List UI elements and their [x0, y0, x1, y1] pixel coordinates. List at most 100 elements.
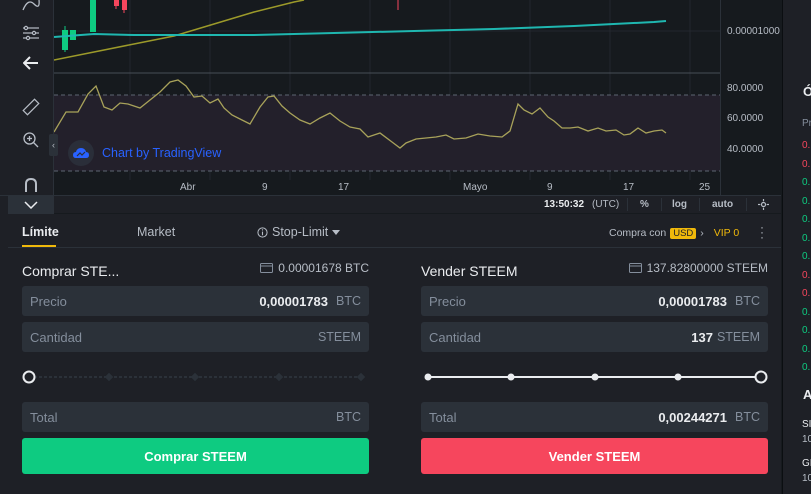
buy-amount-slider[interactable]	[22, 368, 369, 386]
sell-slider-handle	[754, 370, 768, 384]
rsi-tick-60: 60.0000	[727, 113, 764, 124]
currency-badge: USD	[670, 227, 697, 239]
buy-with-label: Compra con	[609, 227, 667, 239]
magnet-icon[interactable]	[20, 174, 42, 196]
caret-down-icon	[332, 229, 341, 235]
order-book-row[interactable]: 0.	[802, 214, 811, 225]
sell-panel: Vender STEEM 137.82800000 STEEM Precio 0…	[421, 248, 768, 494]
order-book-row[interactable]: 0.	[802, 140, 811, 151]
buy-slider-handle	[22, 370, 36, 384]
price-label-main: 0.00001000	[727, 26, 780, 37]
order-book-panel: Ó Pr 0.0.0.0.0.0.0.0.0.0.0.0.0. A SI 10 …	[782, 0, 811, 494]
order-book-row[interactable]: 0.	[802, 177, 811, 188]
tab-market[interactable]: Market	[137, 225, 176, 239]
price-chart[interactable]	[54, 0, 720, 180]
chart-timezone[interactable]: (UTC)	[592, 199, 620, 210]
buy-price-unit: BTC	[336, 294, 361, 308]
chart-settings-icon[interactable]	[758, 199, 769, 213]
buy-button[interactable]: Comprar STEEM	[22, 438, 369, 474]
buy-quantity-unit: STEEM	[317, 330, 361, 344]
tab-stop-limit-label: Stop-Limit	[272, 225, 329, 239]
chart-collapse-button[interactable]	[8, 196, 54, 214]
trade-row: 10	[802, 434, 811, 445]
active-tab-indicator	[22, 245, 56, 247]
more-options-icon[interactable]: · · ·	[760, 220, 764, 244]
sell-balance-value: 137.82800000 STEEM	[646, 261, 768, 275]
order-book-row[interactable]: 0.	[802, 251, 811, 262]
time-label: 9	[262, 182, 268, 193]
arrow-left-icon[interactable]	[20, 52, 42, 74]
ma-line	[54, 0, 305, 61]
sell-balance: 137.82800000 STEEM	[628, 261, 768, 275]
left-edge-strip	[0, 0, 8, 494]
trade-row: SI	[802, 419, 811, 430]
sell-price-field[interactable]: Precio 0,00001783 BTC	[421, 286, 768, 316]
sell-title: Vender STEEM	[421, 263, 518, 279]
chart-area[interactable]: Chart by TradingView 0.00001000 80.0000 …	[0, 0, 781, 213]
time-label: 17	[623, 182, 635, 193]
order-book-row[interactable]: 0.	[802, 195, 811, 207]
rsi-line	[54, 79, 667, 149]
order-book-row[interactable]: 0.	[802, 269, 811, 281]
sell-price-label: Precio	[429, 294, 466, 309]
time-label: Mayo	[463, 182, 488, 193]
buy-total-field[interactable]: Total BTC	[22, 402, 369, 432]
rsi-tick-40: 40.0000	[727, 144, 764, 155]
vip-level[interactable]: VIP 0	[713, 227, 740, 239]
buy-title: Comprar STE...	[22, 263, 120, 279]
fib-tool-icon[interactable]	[20, 22, 42, 44]
curve-tool-icon[interactable]	[20, 0, 42, 16]
tradingview-watermark[interactable]: Chart by TradingView	[68, 140, 221, 166]
tradingview-cloud-icon	[68, 140, 94, 166]
chevron-right-icon: ›	[700, 227, 704, 239]
price-line	[54, 20, 667, 38]
sell-price-value[interactable]: 0,00001783	[658, 294, 727, 309]
order-book-header: Pr	[802, 118, 811, 129]
order-book-row[interactable]: 0.	[802, 306, 811, 318]
ruler-icon[interactable]	[20, 96, 42, 118]
buy-quantity-field[interactable]: Cantidad STEEM	[22, 322, 369, 352]
info-icon[interactable]	[257, 226, 268, 238]
order-book-row[interactable]: 0.	[802, 343, 811, 355]
chart-clock: 13:50:32	[544, 199, 585, 210]
buy-panel: Comprar STE... 0.00001678 BTC Precio 0,0…	[22, 248, 369, 494]
price-axis[interactable]: 0.00001000 80.0000 60.0000 40.0000	[720, 0, 781, 195]
trades-title: A	[803, 387, 811, 402]
buy-price-value[interactable]: 0,00001783	[259, 294, 328, 309]
tab-stop-limit[interactable]: Stop-Limit	[257, 225, 341, 239]
zoom-in-icon[interactable]	[20, 129, 42, 151]
order-book-row[interactable]: 0.	[802, 288, 811, 299]
order-form: Límite Market Stop-Limit Compra con USD …	[8, 214, 781, 494]
rsi-band	[54, 95, 720, 171]
order-book-row[interactable]: 0.	[802, 158, 811, 170]
sell-total-value[interactable]: 0,00244271	[658, 410, 727, 425]
toolbar-collapse-tab[interactable]: ‹	[49, 134, 58, 156]
chevron-down-icon	[24, 201, 38, 209]
buy-quantity-label: Cantidad	[30, 330, 83, 345]
buy-with-selector[interactable]: Compra con USD › VIP 0	[609, 227, 739, 239]
time-label: Abr	[180, 182, 196, 193]
buy-price-field[interactable]: Precio 0,00001783 BTC	[22, 286, 369, 316]
sell-quantity-unit: STEEM	[716, 330, 760, 344]
tradingview-text: Chart by TradingView	[102, 146, 222, 160]
auto-scale-toggle[interactable]: auto	[712, 199, 734, 210]
time-label: 17	[338, 182, 350, 193]
order-book-row[interactable]: 0.	[802, 232, 811, 244]
order-book-row[interactable]: 0.	[802, 362, 811, 373]
sell-total-unit: BTC	[735, 410, 760, 424]
log-scale-toggle[interactable]: log	[672, 199, 687, 210]
wallet-icon	[628, 263, 642, 273]
order-book-row[interactable]: 0.	[802, 325, 811, 336]
sell-amount-slider[interactable]	[421, 368, 768, 386]
sell-quantity-value[interactable]: 137	[691, 330, 713, 345]
sell-total-field[interactable]: Total 0,00244271 BTC	[421, 402, 768, 432]
order-book-title: Ó	[803, 84, 811, 99]
percent-scale-toggle[interactable]: %	[640, 199, 649, 210]
sell-quantity-label: Cantidad	[429, 330, 482, 345]
buy-total-unit: BTC	[336, 410, 361, 424]
buy-balance-value: 0.00001678 BTC	[278, 261, 369, 275]
time-axis[interactable]: Abr 9 17 Mayo 9 17 25	[54, 180, 720, 195]
sell-quantity-field[interactable]: Cantidad 137 STEEM	[421, 322, 768, 352]
tab-limit[interactable]: Límite	[22, 225, 59, 239]
sell-button[interactable]: Vender STEEM	[421, 438, 768, 474]
